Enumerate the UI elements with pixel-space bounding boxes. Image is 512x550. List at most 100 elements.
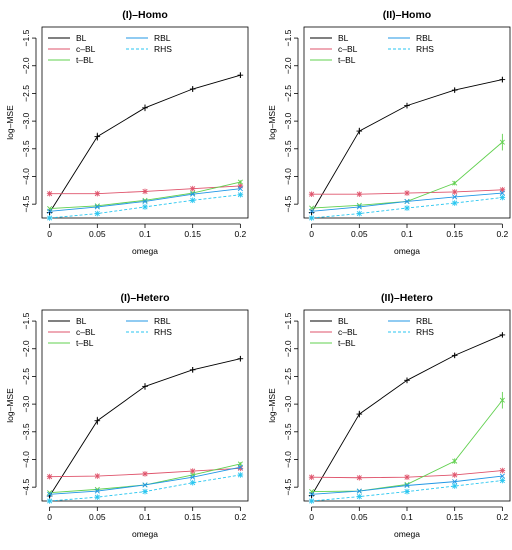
y-tick-label: −3.5 xyxy=(21,423,31,440)
data-point xyxy=(237,191,244,198)
chart-title: (I)–Homo xyxy=(122,9,168,21)
x-tick-label: 0.1 xyxy=(139,229,151,239)
data-point xyxy=(499,76,506,83)
x-tick-label: 0.05 xyxy=(351,229,368,239)
data-point xyxy=(237,186,243,192)
legend-label: t–BL xyxy=(76,55,94,65)
x-tick-label: 0 xyxy=(47,512,52,522)
data-point xyxy=(142,105,148,111)
legend-label: BL xyxy=(338,316,349,326)
legend-label: c–BL xyxy=(338,44,358,54)
x-tick-label: 0.2 xyxy=(496,229,508,239)
series-RHS xyxy=(308,477,506,504)
legend-label: RHS xyxy=(416,327,434,337)
x-tick-label: 0.15 xyxy=(184,229,201,239)
y-axis-label: log–MSE xyxy=(267,105,277,140)
series-line xyxy=(311,334,503,496)
data-point xyxy=(46,215,53,221)
legend-label: RHS xyxy=(154,44,172,54)
data-point xyxy=(46,209,53,216)
data-point xyxy=(308,474,315,480)
series-RBL xyxy=(309,473,505,497)
data-point xyxy=(142,383,148,390)
data-point xyxy=(451,352,458,359)
legend-label: BL xyxy=(76,33,87,43)
plot-frame xyxy=(303,309,511,502)
y-tick-label: −4.5 xyxy=(283,478,293,495)
y-tick-label: −2.5 xyxy=(283,368,293,385)
data-point xyxy=(308,498,315,504)
legend-label: RHS xyxy=(416,44,434,54)
data-point xyxy=(189,86,196,92)
data-point xyxy=(499,190,505,196)
data-point xyxy=(451,189,458,195)
x-axis-label: omega xyxy=(132,529,158,539)
x-tick-label: 0.15 xyxy=(446,229,463,239)
x-tick-label: 0.1 xyxy=(401,229,413,239)
data-point xyxy=(190,191,196,197)
legend-label: t–BL xyxy=(76,338,94,348)
data-point xyxy=(404,377,410,384)
data-point xyxy=(189,479,196,486)
legend-label: RBL xyxy=(154,316,171,326)
data-point xyxy=(404,474,410,480)
legend-label: RBL xyxy=(416,316,433,326)
data-point xyxy=(451,200,458,206)
data-point xyxy=(499,397,505,403)
series-c-BL xyxy=(46,183,244,197)
legend-label: c–BL xyxy=(76,327,96,337)
data-point xyxy=(404,205,410,211)
x-axis-label: omega xyxy=(394,529,420,539)
y-tick-label: −4.0 xyxy=(21,168,31,185)
y-tick-label: −2.0 xyxy=(21,340,31,357)
legend-label: RHS xyxy=(154,327,172,337)
data-point xyxy=(142,482,148,488)
series-RBL xyxy=(47,464,243,497)
data-point xyxy=(47,491,53,497)
data-point xyxy=(404,488,410,495)
data-point xyxy=(499,473,505,479)
data-point xyxy=(356,210,363,217)
x-tick-label: 0.05 xyxy=(351,512,368,522)
data-point xyxy=(499,467,506,474)
data-point xyxy=(499,332,506,338)
series-line xyxy=(49,474,241,502)
y-tick-label: −1.5 xyxy=(21,29,31,46)
data-point xyxy=(451,483,458,489)
data-point xyxy=(142,188,148,195)
legend-label: RBL xyxy=(154,33,171,43)
series-RBL xyxy=(309,190,505,214)
y-axis-label: log–MSE xyxy=(267,388,277,423)
chart-title: (I)–Hetero xyxy=(120,292,169,304)
x-axis-label: omega xyxy=(132,246,158,256)
series-RHS xyxy=(46,472,244,504)
data-point xyxy=(452,180,458,186)
x-tick-label: 0.2 xyxy=(496,512,508,522)
y-tick-label: −4.0 xyxy=(283,451,293,468)
data-point xyxy=(189,468,196,474)
data-point xyxy=(308,215,315,221)
y-tick-label: −2.0 xyxy=(283,340,293,357)
series-c-BL xyxy=(308,186,506,197)
y-tick-label: −3.0 xyxy=(283,112,293,129)
data-point xyxy=(237,72,244,78)
data-point xyxy=(356,191,363,197)
data-point xyxy=(309,491,315,497)
data-point xyxy=(189,366,196,373)
data-point xyxy=(237,355,244,362)
y-tick-label: −3.5 xyxy=(283,140,293,157)
legend-label: BL xyxy=(76,316,87,326)
data-point xyxy=(190,474,196,480)
y-tick-label: −2.5 xyxy=(21,85,31,102)
data-point xyxy=(499,139,505,145)
y-tick-label: −3.0 xyxy=(21,395,31,412)
x-tick-label: 0.05 xyxy=(89,229,106,239)
x-tick-label: 0 xyxy=(47,229,52,239)
data-point xyxy=(309,208,315,214)
data-point xyxy=(237,179,243,185)
y-tick-label: −4.5 xyxy=(283,195,293,212)
data-point xyxy=(94,488,100,494)
y-tick-label: −3.5 xyxy=(283,423,293,440)
